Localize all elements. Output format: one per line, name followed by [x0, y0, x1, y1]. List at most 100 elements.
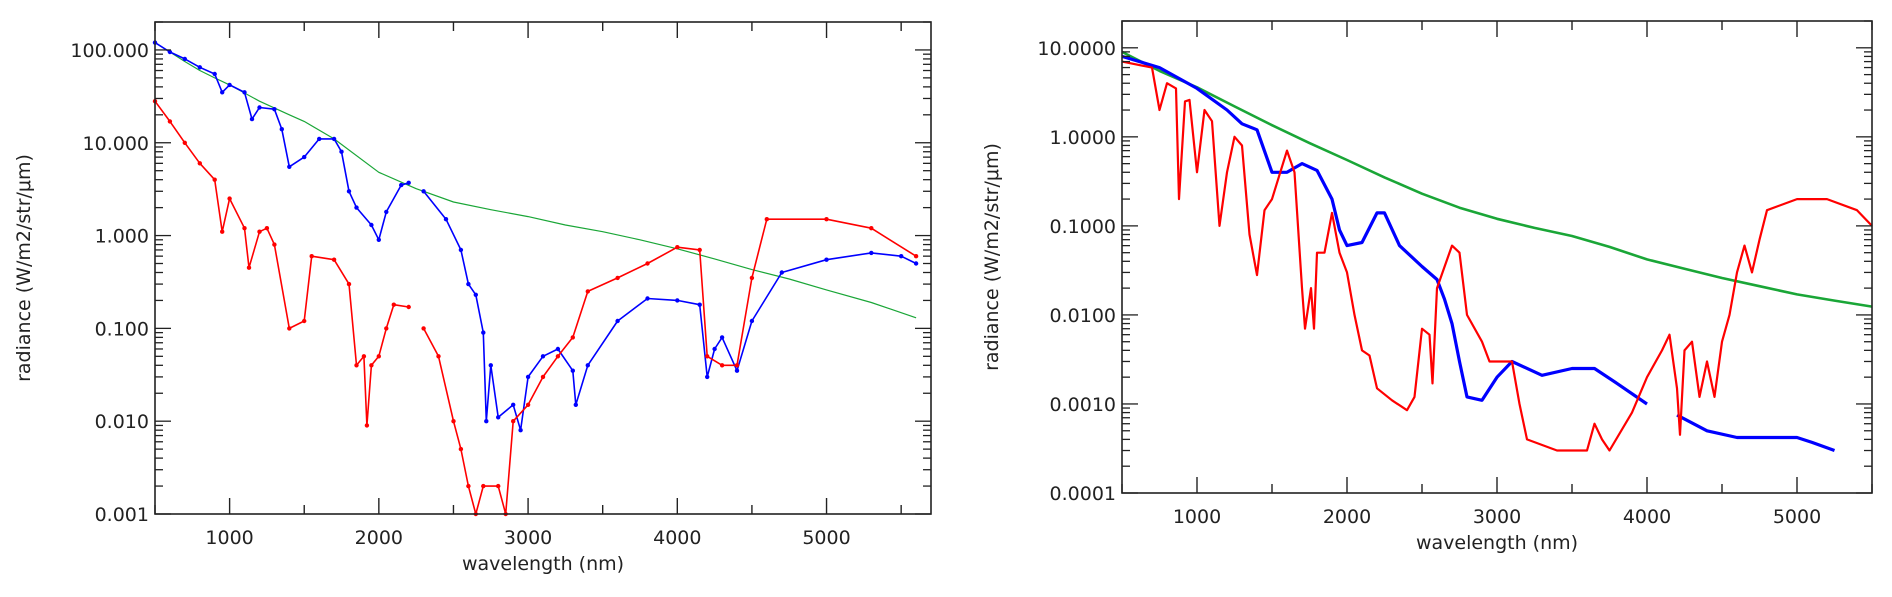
y-tick-label: 10.0000 [1037, 38, 1116, 60]
data-point-blue [749, 318, 755, 324]
x-tick-label: 3000 [1473, 506, 1521, 528]
data-point-red [220, 229, 225, 234]
data-point-blue [645, 296, 650, 301]
data-point-red [197, 161, 202, 166]
data-point-red [719, 363, 725, 368]
data-point-blue [369, 222, 374, 228]
data-point-blue [511, 402, 516, 407]
data-point-blue [555, 346, 561, 352]
data-point-red [585, 289, 590, 294]
data-point-blue [913, 261, 919, 266]
data-point-red [458, 446, 464, 452]
data-point-red [451, 419, 456, 424]
data-point-red [570, 335, 575, 340]
series-red [152, 99, 919, 517]
data-point-blue [869, 250, 874, 256]
x-axis-title: wavelength (nm) [1416, 532, 1578, 554]
x-tick-label: 1000 [1173, 506, 1221, 528]
data-point-blue [227, 82, 232, 88]
series-line-red [1121, 60, 1873, 452]
y-tick-label: 1.0000 [1050, 127, 1116, 149]
series-green [1121, 50, 1873, 308]
x-tick-label: 2000 [1323, 506, 1371, 528]
data-point-blue [376, 237, 381, 242]
data-point-red [525, 402, 531, 407]
data-point-red [264, 226, 270, 231]
data-point-blue [719, 335, 725, 340]
data-point-red [369, 363, 374, 368]
data-point-red [481, 483, 486, 489]
y-tick-label: 0.0001 [1050, 483, 1116, 505]
series-line-red [154, 100, 917, 515]
data-point-blue [167, 49, 173, 55]
plot-frame [1121, 20, 1873, 494]
data-point-red [287, 326, 292, 331]
data-point-blue [525, 374, 531, 380]
data-point-red [242, 226, 247, 231]
data-point-blue [287, 164, 292, 169]
data-point-blue [899, 254, 904, 259]
data-point-red [364, 423, 370, 428]
data-point-blue [734, 368, 740, 373]
series-blue [1121, 54, 1836, 453]
data-point-blue [339, 149, 344, 154]
x-tick-label: 4000 [653, 527, 701, 549]
x-tick-label: 5000 [1773, 506, 1821, 528]
data-point-red [555, 354, 561, 359]
data-point-red [913, 254, 919, 259]
data-point-blue [384, 209, 389, 215]
data-point-blue [399, 182, 404, 188]
data-point-blue [212, 71, 217, 77]
data-point-red [421, 326, 426, 331]
data-point-blue [458, 247, 464, 253]
data-point-blue [249, 116, 255, 122]
series-line-blue [154, 41, 917, 431]
data-point-red [511, 419, 516, 424]
data-point-blue [317, 136, 322, 142]
y-tick-label: 100.000 [70, 40, 149, 62]
data-point-blue [473, 292, 478, 297]
data-point-red [309, 254, 314, 259]
plot-frame [154, 21, 932, 515]
data-point-blue [302, 154, 307, 160]
data-point-red [734, 363, 740, 368]
data-point-blue [697, 302, 702, 307]
data-point-blue [466, 281, 471, 287]
data-point-red [436, 354, 441, 359]
data-point-blue [406, 180, 411, 185]
data-point-blue [279, 127, 284, 132]
data-point-blue [220, 90, 225, 95]
data-point-blue [518, 428, 523, 433]
data-point-red [391, 302, 396, 307]
data-point-blue [705, 374, 710, 380]
data-point-red [764, 217, 769, 222]
data-point-red [302, 318, 307, 324]
y-tick-label: 0.001 [95, 504, 149, 526]
data-point-red [384, 326, 389, 331]
data-point-blue [573, 402, 578, 407]
data-point-blue [779, 270, 784, 275]
data-point-red [361, 354, 367, 359]
data-point-red [705, 354, 710, 359]
data-point-red [246, 265, 252, 270]
data-point-red [182, 140, 187, 145]
data-point-red [227, 196, 232, 201]
y-tick-label: 10.000 [83, 133, 149, 155]
series-line-green [1121, 50, 1873, 308]
x-tick-label: 5000 [802, 527, 850, 549]
data-point-red [376, 354, 381, 359]
data-point-red [749, 275, 755, 281]
data-point-red [331, 257, 337, 262]
data-point-blue [675, 298, 680, 303]
data-point-blue [712, 346, 717, 352]
data-point-blue [540, 354, 546, 359]
x-tick-label: 2000 [355, 527, 403, 549]
x-axis-title: wavelength (nm) [462, 553, 624, 575]
data-point-red [675, 245, 680, 250]
x-tick-label: 4000 [1623, 506, 1671, 528]
y-tick-label: 0.0100 [1050, 305, 1116, 327]
data-point-red [167, 119, 173, 124]
data-point-blue [272, 107, 277, 112]
chart-1: 1000 2000 3000 4000 5000 0.001 0.010 0.100 1.000… [13, 21, 932, 575]
